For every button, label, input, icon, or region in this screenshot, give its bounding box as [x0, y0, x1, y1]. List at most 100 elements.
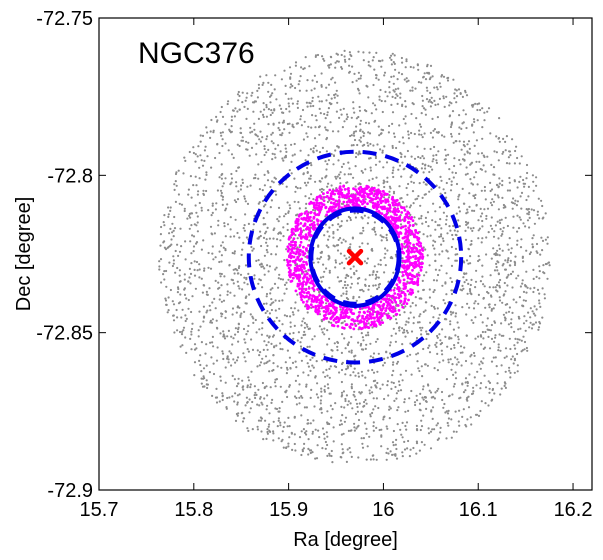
field-star-point: [279, 342, 282, 345]
field-star-point: [468, 306, 471, 309]
field-star-point: [289, 86, 292, 89]
field-star-point: [257, 83, 260, 86]
annulus-star-point: [317, 304, 320, 308]
field-star-point: [308, 101, 311, 104]
field-star-point: [472, 321, 475, 324]
field-star-point: [273, 176, 276, 179]
annulus-star-point: [310, 300, 314, 303]
field-star-point: [328, 286, 331, 289]
annulus-star-point: [396, 207, 400, 211]
field-star-point: [512, 362, 515, 365]
annulus-star-point: [391, 195, 394, 199]
field-star-point: [450, 264, 454, 267]
field-star-point: [340, 66, 343, 69]
annulus-star-point: [391, 198, 395, 202]
field-star-point: [377, 406, 380, 410]
field-star-point: [226, 102, 229, 106]
field-star-point: [470, 423, 473, 426]
field-star-point: [446, 421, 449, 425]
field-star-point: [476, 108, 479, 112]
field-star-point: [429, 165, 432, 168]
field-star-point: [233, 400, 236, 403]
annulus-star-point: [315, 218, 319, 222]
field-star-point: [356, 277, 360, 280]
field-star-point: [506, 224, 509, 228]
field-star-point: [454, 304, 457, 307]
field-star-point: [401, 436, 404, 439]
field-star-point: [212, 258, 215, 261]
field-star-point: [380, 65, 383, 68]
field-star-point: [415, 428, 419, 431]
field-star-point: [282, 235, 285, 238]
field-star-point: [410, 131, 413, 135]
field-star-point: [328, 271, 331, 274]
field-star-point: [493, 150, 496, 153]
annulus-star-point: [308, 202, 311, 206]
field-star-point: [227, 329, 230, 332]
field-star-point: [516, 341, 519, 344]
annulus-star-point: [310, 279, 314, 283]
field-star-point: [431, 428, 434, 431]
field-star-point: [284, 144, 287, 147]
field-star-point: [495, 365, 498, 368]
field-star-point: [219, 189, 223, 192]
field-star-point: [345, 274, 348, 277]
field-star-point: [290, 97, 293, 100]
field-star-point: [361, 171, 364, 174]
field-star-point: [407, 79, 410, 82]
field-star-point: [266, 432, 269, 435]
field-star-point: [325, 168, 328, 171]
field-star-point: [257, 282, 260, 285]
field-star-point: [420, 167, 423, 170]
field-star-point: [385, 425, 388, 428]
field-star-point: [485, 253, 488, 256]
field-star-point: [383, 361, 386, 364]
field-star-point: [457, 361, 460, 364]
field-star-point: [432, 290, 435, 294]
field-star-point: [343, 337, 346, 340]
annulus-star-point: [349, 326, 352, 330]
annulus-star-point: [296, 228, 299, 232]
field-star-point: [288, 385, 291, 388]
field-star-point: [369, 157, 372, 160]
field-star-point: [201, 164, 205, 167]
field-star-point: [518, 162, 521, 165]
annulus-star-point: [363, 201, 366, 204]
annulus-star-point: [407, 229, 411, 232]
annulus-star-point: [331, 190, 334, 194]
annulus-star-point: [361, 316, 364, 320]
field-star-point: [477, 414, 481, 417]
x-tick-label: 15.7: [80, 499, 119, 521]
field-star-point: [457, 326, 460, 329]
field-star-point: [247, 222, 250, 225]
field-star-point: [429, 105, 432, 108]
field-star-point: [195, 260, 199, 264]
field-star-point: [355, 427, 358, 430]
annulus-star-point: [413, 235, 416, 239]
field-star-point: [498, 333, 501, 336]
field-star-point: [242, 227, 245, 230]
field-star-point: [325, 136, 329, 140]
field-star-point: [526, 219, 530, 222]
field-star-point: [507, 310, 511, 313]
field-star-point: [327, 159, 330, 162]
field-star-point: [317, 396, 320, 399]
field-star-point: [538, 217, 541, 220]
field-star-point: [429, 64, 433, 67]
field-star-point: [538, 277, 541, 280]
field-star-point: [198, 201, 201, 205]
field-star-point: [211, 335, 214, 338]
field-star-point: [375, 51, 378, 55]
field-star-point: [391, 374, 394, 377]
annulus-star-point: [404, 245, 407, 249]
field-star-point: [261, 265, 264, 268]
field-star-point: [347, 429, 350, 432]
field-star-point: [498, 219, 501, 222]
field-star-point: [231, 307, 235, 310]
field-star-point: [318, 151, 322, 154]
field-star-point: [306, 181, 310, 184]
field-star-point: [308, 239, 311, 242]
annulus-star-point: [341, 326, 344, 329]
y-axis-title: Dec [degree]: [13, 197, 35, 312]
field-star-point: [346, 115, 349, 119]
